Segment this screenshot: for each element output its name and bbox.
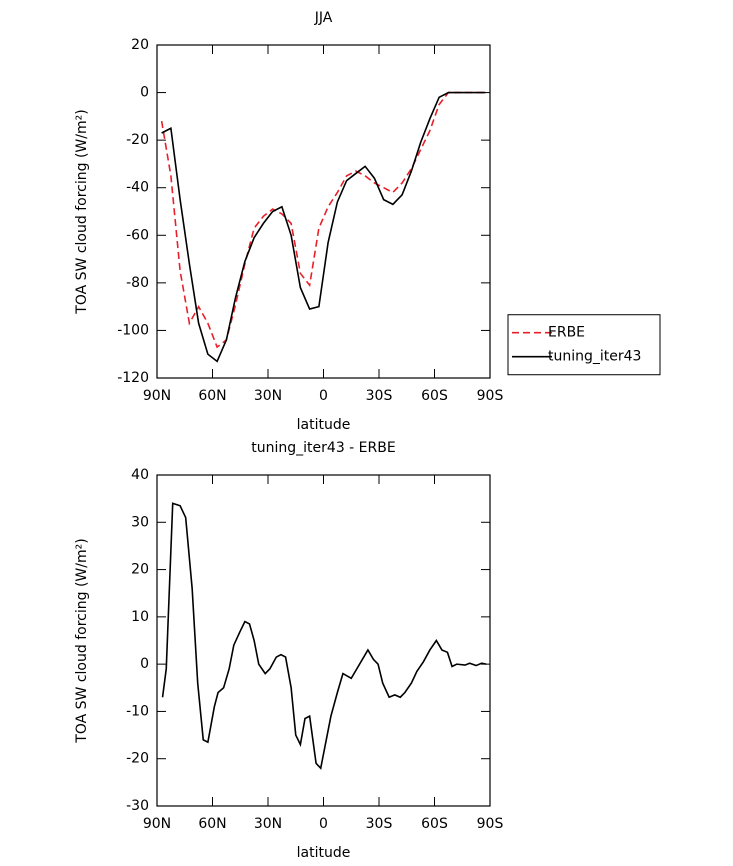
y-tick-label: -120 [117, 370, 149, 386]
x-tick-label: 30N [254, 816, 282, 832]
data-line [161, 91, 486, 363]
y-tick-label: 30 [131, 514, 149, 530]
y-tick-label: 20 [131, 562, 149, 578]
y-tick-label: -40 [126, 180, 149, 196]
legend-label: tuning_iter43 [548, 349, 641, 365]
x-tick-label: 30S [366, 388, 393, 404]
y-tick-label: -60 [126, 227, 149, 243]
chart-title: tuning_iter43 - ERBE [251, 440, 395, 456]
legend-label: ERBE [548, 325, 585, 341]
x-tick-label: 0 [319, 816, 328, 832]
x-tick-label: 60S [421, 388, 448, 404]
y-tick-label: -80 [126, 275, 149, 291]
y-tick-label: 40 [131, 467, 149, 483]
legend-box [507, 314, 661, 376]
y-axis-label: TOA SW cloud forcing (W/m²) [74, 109, 90, 314]
x-tick-label: 90N [143, 816, 171, 832]
x-tick-label: 0 [319, 388, 328, 404]
y-tick-label: -10 [126, 703, 149, 719]
x-tick-label: 90S [477, 388, 504, 404]
x-tick-label: 60N [198, 816, 226, 832]
x-axis-label: latitude [297, 845, 351, 861]
x-tick-label: 90N [143, 388, 171, 404]
data-line [161, 502, 487, 770]
y-tick-label: -100 [117, 322, 149, 338]
y-tick-label: 0 [140, 85, 149, 101]
y-tick-label: -20 [126, 132, 149, 148]
x-tick-label: 30N [254, 388, 282, 404]
plot-frame [156, 44, 491, 379]
y-tick-label: 0 [140, 656, 149, 672]
y-tick-label: -30 [126, 798, 149, 814]
x-tick-label: 30S [366, 816, 393, 832]
x-tick-label: 60S [421, 816, 448, 832]
x-tick-label: 90S [477, 816, 504, 832]
data-line [160, 91, 486, 349]
x-axis-label: latitude [297, 417, 351, 433]
chart-title: JJA [314, 10, 333, 26]
x-tick-label: 60N [198, 388, 226, 404]
y-axis-label: TOA SW cloud forcing (W/m²) [74, 538, 90, 743]
y-tick-label: -20 [126, 751, 149, 767]
y-tick-label: 20 [131, 37, 149, 53]
y-tick-label: 10 [131, 609, 149, 625]
